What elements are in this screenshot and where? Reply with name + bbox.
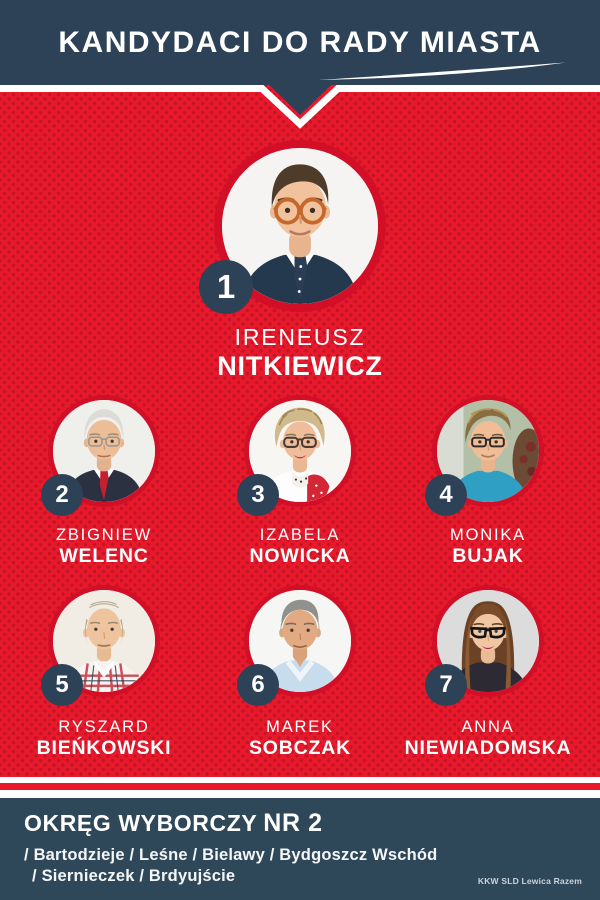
portrait-ryszard-bienkowski: [53, 590, 155, 692]
candidate-last-name: NOWICKA: [249, 545, 351, 568]
district-areas-line2: / Siernieczek / Brdyujście: [32, 866, 236, 885]
candidate-first-name: IZABELA: [259, 526, 341, 544]
district-label: OKRĘG WYBORCZY: [24, 810, 258, 836]
candidate-number-badge: 1: [199, 260, 253, 314]
footer: OKRĘG WYBORCZY NR 2 / Bartodzieje / Leśne…: [0, 777, 600, 900]
candidate-photo: [249, 400, 351, 502]
district-title: OKRĘG WYBORCZY NR 2: [24, 809, 600, 838]
candidate-photo: [53, 400, 155, 502]
footer-red-stripe: [0, 783, 600, 790]
poster-title: KANDYDACI DO RADY MIASTA: [58, 25, 542, 59]
header-bar: [0, 0, 600, 85]
candidate-last-name: NITKIEWICZ: [217, 351, 383, 382]
candidate-last-name: BIEŃKOWSKI: [36, 737, 172, 760]
candidate-name: IZABELA NOWICKA: [200, 526, 400, 568]
candidate-photo-ring: [244, 585, 356, 697]
district-areas: / Bartodzieje / Leśne / Bielawy / Bydgos…: [24, 845, 600, 886]
candidate-first-name: IRENEUSZ: [234, 324, 366, 350]
candidate-first-name: ZBIGNIEW: [56, 526, 152, 544]
candidate-photo-ring: [244, 395, 356, 507]
candidate-last-name: SOBCZAK: [248, 737, 351, 760]
candidate-last-name: BUJAK: [452, 545, 524, 568]
candidate-last-name: WELENC: [59, 545, 149, 568]
candidate-name: ZBIGNIEW WELENC: [4, 526, 204, 568]
candidate-name: MONIKA BUJAK: [388, 526, 588, 568]
white-stripe-chevron: [0, 85, 600, 129]
candidate-photo-ring: [48, 395, 160, 507]
candidate-photo: [437, 590, 539, 692]
committee-label: KKW SLD Lewica Razem: [477, 876, 582, 886]
candidate-photo-ring: [432, 585, 544, 697]
candidate-number-badge: 5: [41, 664, 83, 706]
candidate-first-name: MAREK: [266, 718, 334, 736]
district-areas-line1: / Bartodzieje / Leśne / Bielawy / Bydgos…: [24, 846, 438, 864]
candidate-name: ANNA NIEWIADOMSKA: [388, 718, 588, 760]
candidate-photo: [53, 590, 155, 692]
header-band-decoration: [0, 0, 600, 129]
candidate-name: RYSZARD BIEŃKOWSKI: [4, 718, 204, 760]
candidate-first-name: ANNA: [461, 718, 515, 736]
candidate-photo: [222, 148, 378, 304]
candidate-number-badge: 4: [425, 474, 467, 516]
candidate-first-name: MONIKA: [450, 526, 526, 544]
candidate-number-badge: 2: [41, 474, 83, 516]
district-number: NR 2: [263, 809, 323, 837]
footer-white-stripe-bottom: [0, 790, 600, 798]
candidate-number-badge: 7: [425, 664, 467, 706]
candidate-photo-ring: [48, 585, 160, 697]
candidate-photo-ring: [214, 140, 386, 312]
candidate-first-name: RYSZARD: [58, 718, 150, 736]
footer-body: OKRĘG WYBORCZY NR 2 / Bartodzieje / Leśne…: [0, 798, 600, 900]
candidate-name: MAREK SOBCZAK: [200, 718, 400, 760]
chevron-down-notch: [268, 84, 332, 115]
candidate-number-badge: 6: [237, 664, 279, 706]
footer-white-stripe-top: [0, 777, 600, 783]
candidate-name: IRENEUSZ NITKIEWICZ: [0, 324, 600, 383]
candidate-number-badge: 3: [237, 474, 279, 516]
candidate-last-name: NIEWIADOMSKA: [404, 737, 572, 760]
